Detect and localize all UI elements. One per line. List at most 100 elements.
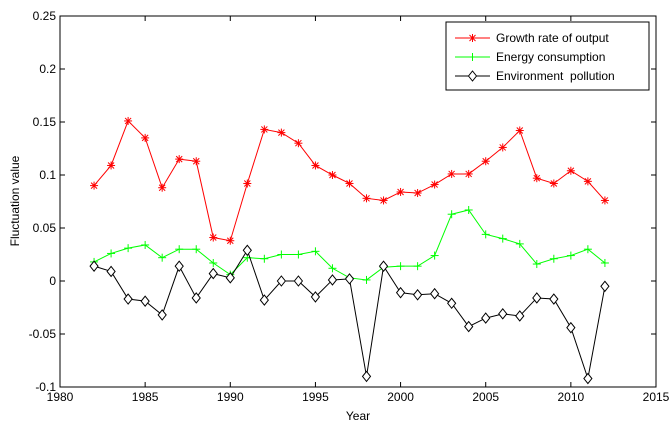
y-tick-label: -0.1 (35, 380, 56, 394)
y-tick-label: 0.25 (33, 9, 57, 23)
data-point-s0-1 (107, 161, 116, 170)
data-point-s2-7 (208, 267, 218, 280)
data-point-s1-5 (175, 245, 184, 254)
data-point-s1-28 (566, 251, 575, 260)
data-point-s2-16 (361, 370, 372, 383)
legend-marker (468, 53, 477, 61)
x-tick-label: 2005 (472, 390, 499, 404)
plot-frame (59, 15, 657, 388)
x-tick-label: 1985 (132, 390, 159, 404)
data-point-s0-17 (379, 196, 388, 205)
data-point-s1-27 (549, 254, 558, 263)
data-point-s0-19 (413, 189, 422, 198)
data-point-s1-21 (447, 210, 456, 219)
data-point-s0-16 (362, 194, 371, 203)
data-point-s0-21 (447, 169, 456, 178)
y-tick-label: 0.2 (39, 62, 56, 76)
data-point-s0-28 (566, 166, 575, 175)
legend-item-2: Environment pollution (455, 69, 615, 83)
data-point-s2-22 (464, 320, 474, 333)
data-point-s1-23 (481, 230, 490, 239)
data-point-s1-19 (413, 262, 422, 271)
data-point-s0-25 (515, 126, 524, 135)
data-point-s1-16 (362, 275, 371, 284)
legend-label: Environment pollution (496, 69, 615, 83)
data-point-s2-21 (447, 297, 457, 310)
y-tick-label: 0.05 (33, 221, 57, 235)
data-point-s0-6 (192, 157, 201, 166)
data-point-s0-12 (294, 139, 303, 148)
x-axis-ticks: 1980 1985 1990 1995 2000 2005 2010 2015 (47, 16, 670, 404)
y-tick-label: 0.15 (33, 115, 57, 129)
data-point-s1-26 (532, 260, 541, 269)
data-point-s2-14 (327, 274, 338, 286)
data-point-s0-23 (481, 157, 490, 166)
data-point-s0-9 (243, 179, 252, 188)
legend-item-0: Growth rate of output (455, 31, 609, 45)
data-point-s0-14 (328, 171, 337, 179)
data-point-s0-30 (600, 196, 609, 205)
legend-marker (468, 34, 477, 42)
legend-marker (467, 70, 478, 82)
data-point-s2-19 (412, 288, 423, 301)
data-point-s0-26 (532, 174, 541, 183)
data-point-s0-18 (396, 187, 405, 196)
y-axis-title: Fluctuation value (8, 155, 22, 246)
data-point-s0-3 (141, 133, 150, 142)
data-point-s2-29 (583, 372, 593, 385)
data-point-s2-25 (515, 310, 525, 322)
data-point-s0-2 (124, 116, 133, 125)
legend-label: Growth rate of output (496, 31, 609, 45)
data-point-s2-24 (498, 308, 508, 320)
data-point-s2-27 (549, 293, 559, 305)
data-point-s1-30 (600, 258, 609, 267)
x-tick-label: 2015 (643, 390, 670, 404)
legend: Growth rate of output Energy consumption E… (445, 21, 650, 91)
data-point-s1-22 (464, 205, 473, 214)
data-point-s0-24 (498, 143, 507, 152)
data-point-s2-20 (429, 287, 440, 300)
data-point-s0-29 (583, 177, 592, 186)
data-point-s1-1 (107, 249, 116, 258)
series-layer (89, 116, 610, 385)
data-point-s2-28 (566, 321, 576, 334)
data-point-s2-13 (310, 291, 321, 303)
data-point-s0-5 (175, 155, 184, 164)
data-point-s0-10 (260, 125, 269, 134)
data-point-s1-6 (192, 245, 201, 254)
data-point-s2-17 (378, 260, 389, 272)
x-tick-label: 2000 (387, 390, 414, 404)
data-point-s1-10 (260, 254, 269, 263)
data-point-s1-24 (498, 234, 507, 243)
data-point-s2-23 (481, 312, 491, 324)
x-tick-label: 1995 (302, 390, 329, 404)
data-point-s1-13 (311, 247, 320, 256)
data-point-s2-8 (225, 272, 235, 284)
data-point-s1-4 (158, 253, 167, 262)
legend-items: Growth rate of output Energy consumption E… (455, 31, 615, 83)
data-point-s1-20 (430, 251, 439, 260)
data-point-s2-11 (276, 275, 287, 287)
y-tick-label: 0 (49, 274, 56, 288)
data-point-s2-1 (106, 265, 116, 278)
data-point-s0-11 (277, 128, 286, 137)
legend-item-1: Energy consumption (455, 50, 605, 64)
data-point-s1-14 (328, 264, 337, 273)
data-point-s0-0 (90, 181, 99, 190)
data-point-s0-7 (209, 233, 218, 242)
legend-label: Energy consumption (496, 50, 605, 64)
data-point-s0-4 (158, 183, 167, 192)
data-point-s2-4 (157, 309, 167, 321)
data-point-s2-6 (191, 292, 201, 304)
data-point-s2-0 (89, 260, 99, 272)
data-point-s0-20 (430, 180, 439, 189)
data-point-s0-8 (226, 236, 235, 245)
y-axis-ticks: -0.1 -0.05 0 0.05 0.1 0.15 0.2 0.25 (29, 9, 656, 394)
data-point-s1-12 (294, 250, 303, 259)
data-point-s2-18 (395, 286, 406, 299)
data-point-s2-9 (242, 244, 252, 257)
data-point-s2-26 (532, 292, 542, 304)
data-point-s1-25 (515, 239, 524, 248)
